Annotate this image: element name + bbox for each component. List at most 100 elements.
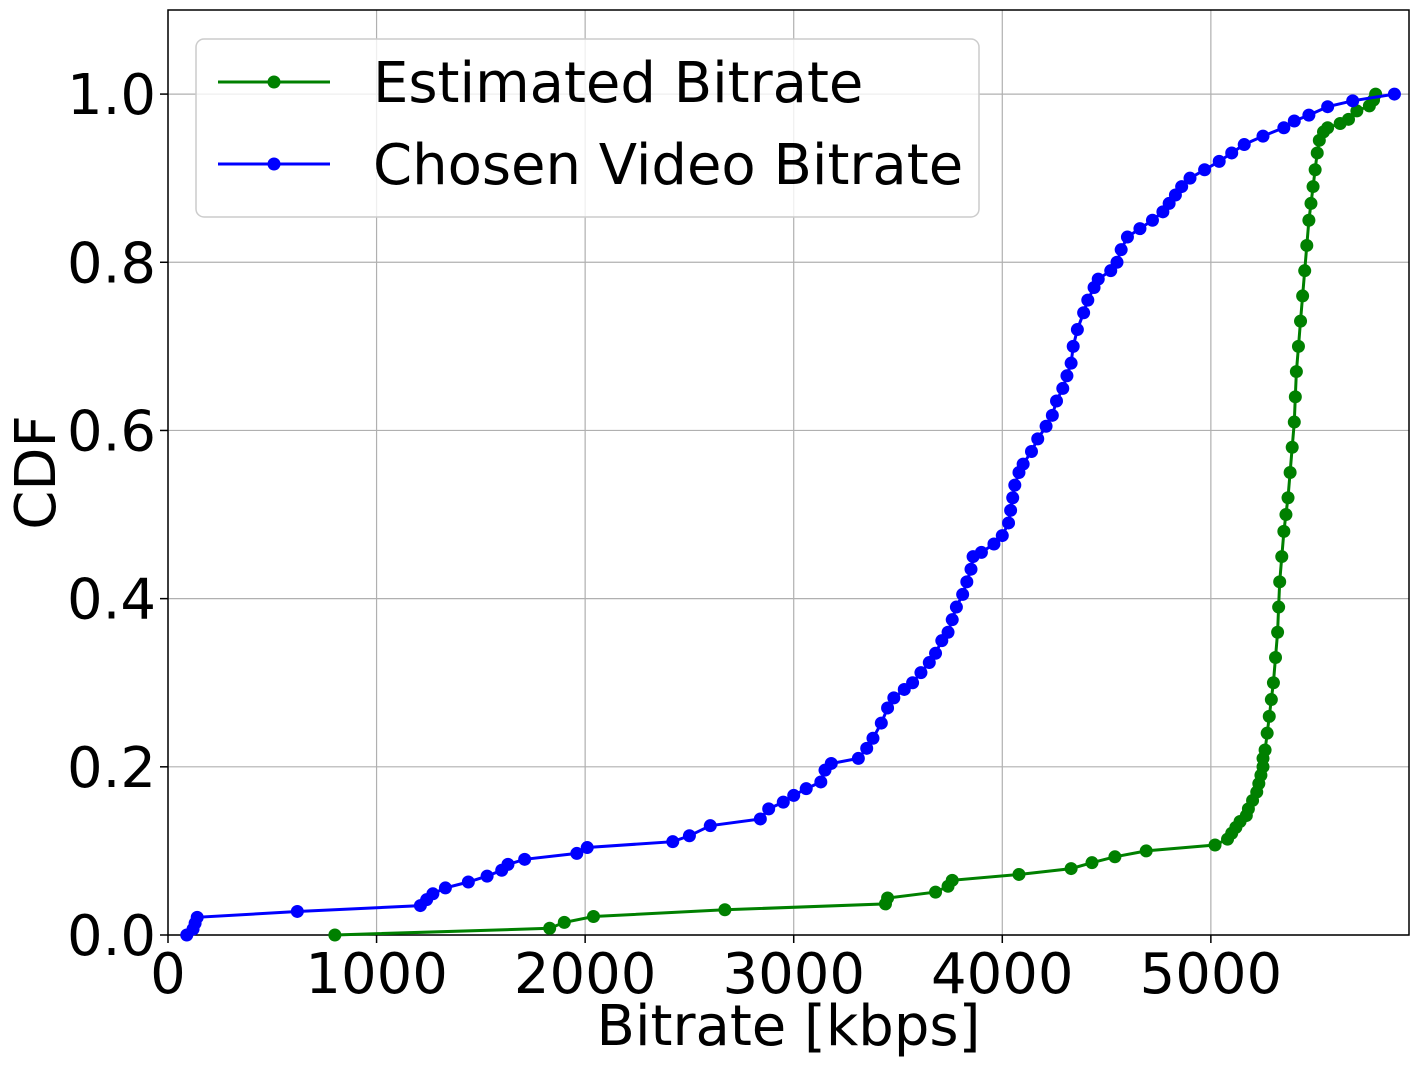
data-point xyxy=(1056,381,1070,395)
data-point xyxy=(753,812,767,826)
data-point xyxy=(1225,146,1239,160)
data-point xyxy=(438,881,452,895)
series-line xyxy=(185,92,1395,937)
data-point xyxy=(1031,432,1045,446)
y-tick-label: 0.6 xyxy=(67,399,156,464)
data-point xyxy=(1085,856,1099,870)
data-point xyxy=(1139,844,1153,858)
data-point xyxy=(945,873,959,887)
data-point xyxy=(1300,238,1314,252)
data-point xyxy=(881,701,895,715)
data-point xyxy=(787,788,801,802)
data-point xyxy=(1296,289,1310,303)
y-tick-label: 0.4 xyxy=(67,568,156,633)
data-point xyxy=(580,841,594,855)
data-point xyxy=(1298,264,1312,278)
data-point xyxy=(1064,356,1078,370)
data-point xyxy=(1285,440,1299,454)
data-point xyxy=(1077,306,1091,320)
data-point xyxy=(941,625,955,639)
y-tick-label: 0.0 xyxy=(67,904,156,969)
data-point xyxy=(851,751,865,765)
legend-label: Chosen Video Bitrate xyxy=(373,133,963,198)
data-point xyxy=(1237,138,1251,152)
data-point xyxy=(718,903,732,917)
data-point xyxy=(1289,365,1303,379)
data-point xyxy=(1269,651,1283,664)
y-tick-label: 0.2 xyxy=(67,736,156,801)
data-point xyxy=(1256,129,1270,143)
data-point xyxy=(1133,222,1147,236)
legend-marker xyxy=(267,157,281,171)
data-point xyxy=(480,869,494,883)
series-0 xyxy=(328,87,1383,942)
data-point xyxy=(501,857,515,871)
data-point xyxy=(666,835,680,849)
data-point xyxy=(1302,213,1316,227)
x-tick-label: 1000 xyxy=(305,942,448,1007)
data-point xyxy=(1275,550,1289,564)
data-point xyxy=(1262,709,1276,723)
data-point xyxy=(518,852,532,866)
x-axis-title: Bitrate [kbps] xyxy=(597,994,981,1059)
series-layer xyxy=(180,87,1401,942)
y-tick-label: 1.0 xyxy=(67,63,156,128)
data-point xyxy=(860,741,874,755)
data-point xyxy=(960,575,974,589)
data-point xyxy=(762,802,776,816)
data-point xyxy=(1258,743,1272,757)
data-point xyxy=(328,928,342,942)
data-point xyxy=(914,666,928,680)
plot-frame xyxy=(167,9,1410,936)
x-tick-label: 3000 xyxy=(722,942,865,1007)
data-point xyxy=(929,885,943,899)
y-axis-ticks: 0.0 0.2 0.4 0.6 0.8 1.0 xyxy=(67,63,168,969)
data-point xyxy=(1346,94,1360,108)
data-point xyxy=(866,731,880,745)
data-point xyxy=(881,891,895,905)
series-1 xyxy=(180,87,1401,942)
data-point xyxy=(1045,408,1059,422)
data-point xyxy=(929,646,943,660)
data-point xyxy=(1279,508,1293,522)
data-point xyxy=(1306,180,1320,194)
data-point xyxy=(1287,415,1301,429)
data-point xyxy=(1024,444,1038,458)
x-tick-label: 0 xyxy=(150,942,186,1007)
data-point xyxy=(824,756,838,770)
data-point xyxy=(1271,625,1285,639)
data-point xyxy=(290,904,304,918)
data-point xyxy=(461,875,475,889)
data-point xyxy=(543,921,557,935)
legend-items: Estimated Bitrate Chosen Video Bitrate xyxy=(218,51,963,198)
data-point xyxy=(1108,850,1122,864)
data-point xyxy=(1060,369,1074,383)
data-point xyxy=(1281,491,1295,505)
data-point xyxy=(1039,419,1053,433)
data-point xyxy=(1070,323,1084,337)
data-point xyxy=(570,846,584,860)
data-point xyxy=(1008,478,1022,492)
data-point xyxy=(956,587,970,601)
data-point xyxy=(1304,196,1318,210)
data-point xyxy=(1342,112,1356,126)
data-point xyxy=(874,716,888,730)
data-point xyxy=(1287,114,1301,128)
data-point xyxy=(974,545,988,559)
data-point xyxy=(922,656,936,670)
x-tick-label: 4000 xyxy=(931,942,1074,1007)
x-axis-ticks: 0 1000 2000 3000 4000 5000 xyxy=(150,935,1282,1007)
data-point xyxy=(1064,862,1078,876)
data-point xyxy=(1264,693,1278,707)
data-point xyxy=(987,537,1001,551)
data-point xyxy=(1006,491,1020,505)
data-point xyxy=(1208,838,1222,852)
data-point xyxy=(949,600,963,614)
data-point xyxy=(1260,726,1274,740)
y-tick-label: 0.8 xyxy=(67,231,156,296)
data-point xyxy=(1273,575,1287,589)
data-point xyxy=(1310,146,1324,160)
y-axis-title: CDF xyxy=(4,415,69,529)
data-point xyxy=(1050,394,1064,408)
data-point xyxy=(1081,293,1095,307)
